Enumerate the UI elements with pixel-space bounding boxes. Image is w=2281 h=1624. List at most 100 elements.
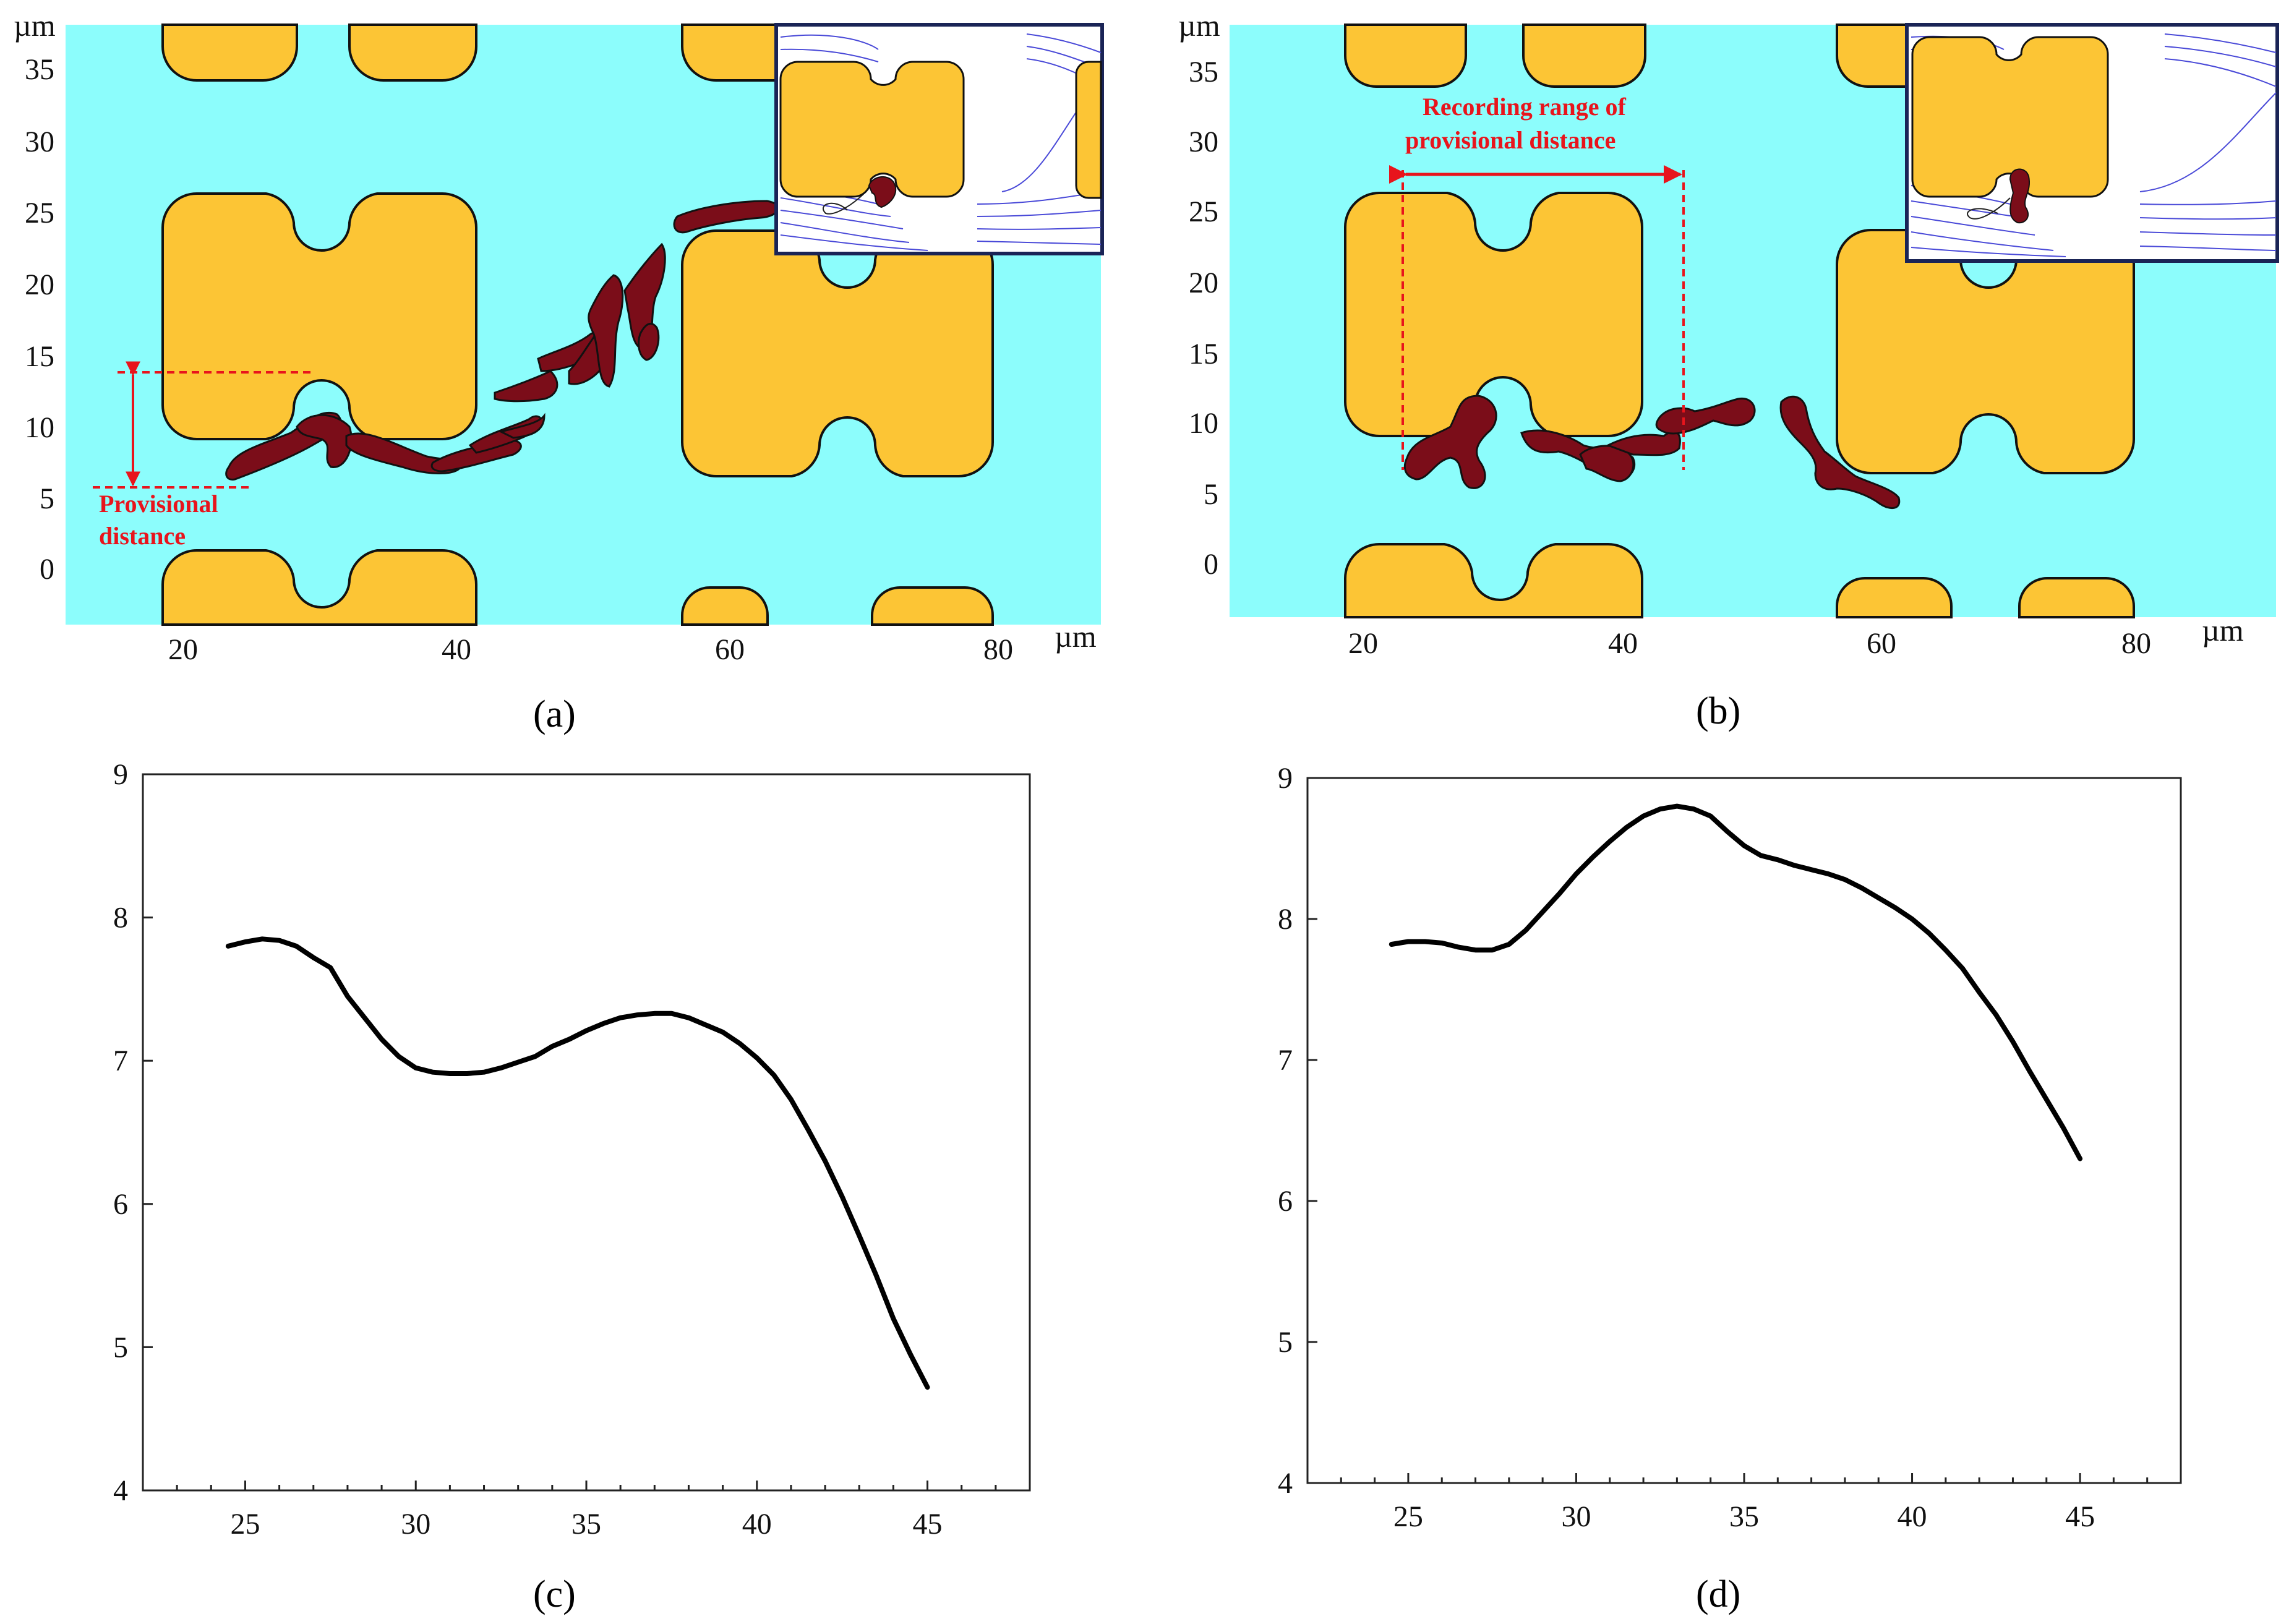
droplet xyxy=(588,274,624,388)
droplet xyxy=(673,200,779,234)
y-tick-label: 0 xyxy=(40,553,54,586)
streamlines xyxy=(1911,33,2277,257)
caption-b: (b) xyxy=(1696,690,1740,732)
annotation-line-2: distance xyxy=(99,522,186,550)
droplet xyxy=(296,414,353,468)
annotation-line-1: Provisional xyxy=(99,490,218,518)
droplet xyxy=(494,370,558,403)
inset-obstacle xyxy=(1911,36,2109,198)
x-tick-label: 40 xyxy=(742,1508,772,1541)
y-tick-label: 25 xyxy=(1189,195,1218,228)
x-tick-label: 40 xyxy=(442,633,471,666)
x-unit: µm xyxy=(2202,613,2244,647)
obstacle xyxy=(871,586,994,626)
obstacle xyxy=(1836,577,1953,618)
x-tick-label: 30 xyxy=(401,1508,430,1541)
obstacle xyxy=(681,229,994,477)
plot-frame xyxy=(1306,777,2182,1484)
y-tick-label: 8 xyxy=(113,902,128,934)
y-tick-label: 35 xyxy=(25,53,54,86)
y-tick-label: 20 xyxy=(1189,267,1218,299)
x-tick-label: 20 xyxy=(168,633,198,666)
obstacle xyxy=(161,549,477,626)
obstacles xyxy=(161,24,994,626)
annotation-line-2: provisional distance xyxy=(1405,126,1616,154)
droplet xyxy=(1779,395,1901,510)
x-tick-label: 45 xyxy=(2065,1500,2095,1533)
streamline-inset xyxy=(1905,23,2279,263)
series-line xyxy=(225,936,930,1390)
x-tick-label: 60 xyxy=(715,633,745,666)
y-tick-label: 10 xyxy=(1189,407,1218,440)
y-tick-label: 15 xyxy=(25,340,54,373)
y-ticks-b: µm 35 30 25 20 15 10 5 0 xyxy=(1178,8,1220,581)
y-ticks-a: µm 35 30 25 20 15 10 5 0 xyxy=(14,8,56,586)
obstacles xyxy=(1344,24,2135,618)
y-tick-label: 15 xyxy=(1189,338,1218,370)
obstacle xyxy=(348,24,477,82)
y-tick-label: 10 xyxy=(25,411,54,444)
x-ticks-a: 20 40 60 80 µm xyxy=(168,619,1097,666)
y-tick-label: 7 xyxy=(1278,1044,1293,1077)
droplet-trail xyxy=(225,200,779,481)
inset-droplet xyxy=(868,176,897,208)
obstacle xyxy=(1344,543,1643,618)
x-ticks-b: 20 40 60 80 µm xyxy=(1348,613,2244,660)
y-tick-label: 4 xyxy=(1278,1467,1293,1500)
obstacle xyxy=(1522,24,1646,88)
x-tick-label: 25 xyxy=(230,1508,260,1541)
obstacle xyxy=(681,24,778,82)
x-tick-label: 45 xyxy=(913,1508,943,1541)
obstacle xyxy=(1836,24,1909,88)
x-tick-label: 25 xyxy=(1393,1500,1423,1533)
y-tick-label: 0 xyxy=(1204,548,1218,581)
droplet-trail xyxy=(1403,395,1901,510)
provisional-distance-annotation: Provisional distance xyxy=(93,361,315,550)
x-tick-label: 40 xyxy=(1608,627,1638,660)
obstacle xyxy=(1836,229,2135,474)
x-tick-label: 80 xyxy=(983,633,1013,666)
obstacle xyxy=(1344,192,1643,437)
caption-a: (a) xyxy=(533,693,576,735)
droplet xyxy=(638,323,660,361)
x-tick-label: 40 xyxy=(1898,1500,1927,1533)
y-tick-label: 9 xyxy=(113,758,128,791)
y-tick-label: 20 xyxy=(25,268,54,301)
droplet xyxy=(1579,445,1635,482)
streamlines xyxy=(780,33,1102,251)
x-tick-label: 30 xyxy=(1561,1500,1591,1533)
y-tick-label: 25 xyxy=(25,197,54,229)
droplet xyxy=(1655,397,1756,435)
y-tick-label: 7 xyxy=(113,1045,128,1077)
x-tick-label: 35 xyxy=(1729,1500,1759,1533)
x-tick-label: 20 xyxy=(1348,627,1378,660)
caption-c: (c) xyxy=(533,1573,576,1615)
inset-obstacle xyxy=(1075,61,1102,199)
y-tick-label: 35 xyxy=(1189,56,1218,88)
panel-a: Provisional distance µm 35 xyxy=(14,8,1104,735)
panel-b: Recording range of provisional distance … xyxy=(1178,8,2279,732)
droplet xyxy=(498,412,546,439)
obstacle xyxy=(161,192,477,440)
inset-obstacle xyxy=(779,61,965,198)
y-tick-label: 6 xyxy=(113,1188,128,1221)
y-tick-label: 5 xyxy=(1278,1326,1293,1359)
obstacle xyxy=(1344,24,1467,88)
inset-droplet xyxy=(2009,168,2031,224)
droplet xyxy=(623,242,666,351)
caption-d: (d) xyxy=(1696,1573,1740,1615)
y-tick-label: 5 xyxy=(1204,478,1218,511)
obstacle xyxy=(161,24,298,82)
y-tick-label: 8 xyxy=(1278,903,1293,936)
y-tick-label: 4 xyxy=(113,1474,128,1507)
y-tick-label: 9 xyxy=(1278,762,1293,795)
series-line xyxy=(1389,803,2083,1161)
x-tick-label: 80 xyxy=(2121,627,2151,660)
obstacle xyxy=(2018,577,2135,618)
plot-frame xyxy=(142,773,1031,1492)
y-tick-label: 5 xyxy=(113,1331,128,1364)
